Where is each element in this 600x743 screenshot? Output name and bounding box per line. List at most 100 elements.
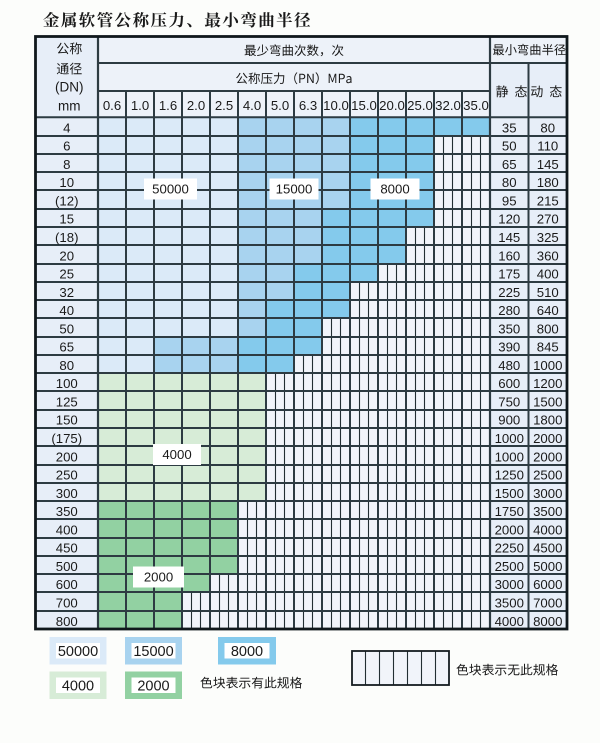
svg-text:225: 225 [498, 285, 520, 300]
svg-text:800: 800 [56, 614, 78, 629]
svg-text:325: 325 [537, 230, 559, 245]
svg-text:7000: 7000 [533, 595, 562, 610]
svg-text:3000: 3000 [533, 486, 562, 501]
svg-text:1800: 1800 [533, 413, 562, 428]
svg-text:180: 180 [537, 175, 559, 190]
svg-text:1750: 1750 [495, 504, 524, 519]
svg-text:25.0: 25.0 [407, 98, 433, 113]
svg-text:2000: 2000 [495, 522, 524, 537]
svg-text:35: 35 [502, 120, 517, 135]
svg-text:35.0: 35.0 [463, 98, 489, 113]
svg-text:32.0: 32.0 [435, 98, 461, 113]
svg-text:8000: 8000 [380, 182, 409, 197]
svg-text:50: 50 [59, 321, 74, 336]
svg-text:2000: 2000 [533, 431, 562, 446]
svg-text:1200: 1200 [533, 376, 562, 391]
svg-text:120: 120 [498, 212, 520, 227]
svg-text:25: 25 [59, 267, 74, 282]
svg-text:1500: 1500 [495, 486, 524, 501]
svg-text:200: 200 [56, 449, 78, 464]
svg-text:65: 65 [502, 157, 517, 172]
svg-text:400: 400 [56, 522, 78, 537]
svg-text:20.0: 20.0 [379, 98, 405, 113]
svg-text:1500: 1500 [533, 394, 562, 409]
svg-text:15000: 15000 [133, 644, 173, 660]
svg-text:50: 50 [502, 139, 517, 154]
svg-text:2250: 2250 [495, 541, 524, 556]
svg-text:95: 95 [502, 193, 517, 208]
svg-text:1000: 1000 [533, 358, 562, 373]
svg-text:6: 6 [63, 139, 70, 154]
svg-text:4000: 4000 [62, 678, 94, 694]
svg-text:250: 250 [56, 468, 78, 483]
svg-text:8000: 8000 [533, 614, 562, 629]
svg-text:10.0: 10.0 [323, 98, 349, 113]
svg-text:900: 900 [498, 413, 520, 428]
svg-text:4000: 4000 [533, 522, 562, 537]
svg-text:400: 400 [537, 267, 559, 282]
svg-text:845: 845 [537, 340, 559, 355]
svg-text:40: 40 [59, 303, 74, 318]
svg-text:4500: 4500 [533, 541, 562, 556]
svg-text:32: 32 [59, 285, 74, 300]
svg-text:65: 65 [59, 340, 74, 355]
svg-text:2000: 2000 [137, 678, 169, 694]
svg-text:2.0: 2.0 [187, 98, 205, 113]
svg-text:640: 640 [537, 303, 559, 318]
svg-text:8000: 8000 [231, 644, 263, 660]
svg-text:2.5: 2.5 [215, 98, 233, 113]
svg-text:450: 450 [56, 541, 78, 556]
svg-text:215: 215 [537, 193, 559, 208]
svg-text:3500: 3500 [533, 504, 562, 519]
svg-text:4: 4 [63, 120, 70, 135]
svg-text:110: 110 [537, 139, 558, 154]
svg-text:145: 145 [498, 230, 520, 245]
svg-text:5000: 5000 [533, 559, 562, 574]
svg-text:(18): (18) [55, 230, 78, 245]
svg-text:700: 700 [56, 595, 78, 610]
svg-text:6.3: 6.3 [299, 98, 317, 113]
svg-text:(12): (12) [55, 193, 78, 208]
svg-text:270: 270 [537, 212, 559, 227]
svg-text:750: 750 [498, 394, 520, 409]
svg-text:50000: 50000 [152, 182, 189, 197]
svg-text:80: 80 [59, 358, 74, 373]
svg-text:(DN): (DN) [55, 80, 84, 95]
svg-text:500: 500 [56, 559, 78, 574]
svg-text:350: 350 [498, 321, 520, 336]
svg-text:0.6: 0.6 [103, 98, 121, 113]
svg-text:15.0: 15.0 [351, 98, 377, 113]
svg-text:80: 80 [502, 175, 517, 190]
svg-text:80: 80 [540, 120, 555, 135]
svg-text:100: 100 [56, 376, 78, 391]
svg-text:150: 150 [56, 413, 78, 428]
svg-text:mm: mm [58, 99, 81, 114]
svg-text:2000: 2000 [144, 570, 173, 585]
svg-text:480: 480 [498, 358, 520, 373]
svg-text:1.6: 1.6 [159, 98, 177, 113]
svg-text:15: 15 [59, 212, 74, 227]
svg-text:600: 600 [56, 577, 78, 592]
svg-text:10: 10 [59, 175, 74, 190]
svg-text:6000: 6000 [533, 577, 562, 592]
svg-text:510: 510 [537, 285, 559, 300]
svg-text:390: 390 [498, 340, 520, 355]
svg-text:145: 145 [537, 157, 559, 172]
svg-text:5.0: 5.0 [271, 98, 289, 113]
svg-text:2500: 2500 [495, 559, 524, 574]
svg-text:4000: 4000 [495, 614, 524, 629]
svg-text:20: 20 [59, 248, 74, 263]
svg-text:15000: 15000 [276, 182, 313, 197]
svg-text:2000: 2000 [533, 449, 562, 464]
svg-text:8: 8 [63, 157, 70, 172]
svg-text:360: 360 [537, 248, 559, 263]
svg-text:3500: 3500 [495, 595, 524, 610]
svg-text:1250: 1250 [495, 468, 524, 483]
svg-text:300: 300 [56, 486, 78, 501]
svg-text:(175): (175) [51, 431, 82, 446]
svg-text:1000: 1000 [495, 449, 524, 464]
svg-text:4.0: 4.0 [243, 98, 261, 113]
svg-text:800: 800 [537, 321, 559, 336]
svg-text:350: 350 [56, 504, 78, 519]
svg-text:175: 175 [498, 267, 520, 282]
